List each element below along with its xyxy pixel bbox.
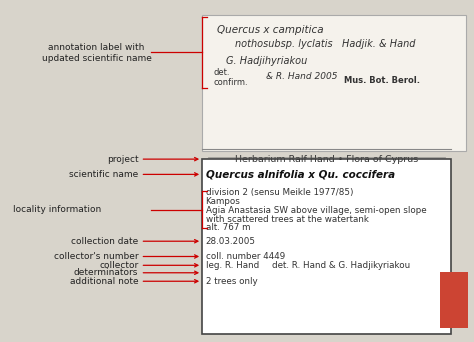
Text: annotation label with
updated scientific name: annotation label with updated scientific… bbox=[42, 43, 151, 63]
Text: coll. number 4449: coll. number 4449 bbox=[206, 252, 285, 261]
Text: determinators: determinators bbox=[74, 268, 138, 277]
Text: 2 trees only: 2 trees only bbox=[206, 277, 257, 286]
Text: additional note: additional note bbox=[70, 277, 138, 286]
Text: Quercus alnifolia x Qu. coccifera: Quercus alnifolia x Qu. coccifera bbox=[206, 169, 395, 180]
Text: det. R. Hand & G. Hadjikyriakou: det. R. Hand & G. Hadjikyriakou bbox=[273, 261, 410, 270]
Text: Mus. Bot. Berol.: Mus. Bot. Berol. bbox=[344, 76, 420, 84]
Text: 28.03.2005: 28.03.2005 bbox=[206, 237, 255, 246]
Text: alt. 767 m: alt. 767 m bbox=[206, 223, 250, 232]
FancyBboxPatch shape bbox=[202, 15, 466, 150]
Text: with scattered trees at the watertank: with scattered trees at the watertank bbox=[206, 215, 368, 224]
Text: collector's number: collector's number bbox=[54, 252, 138, 261]
Text: scientific name: scientific name bbox=[69, 170, 138, 179]
FancyBboxPatch shape bbox=[202, 159, 451, 334]
Text: locality information: locality information bbox=[13, 205, 101, 214]
Text: Kampos: Kampos bbox=[206, 197, 240, 206]
Text: nothosubsp. lyclatis   Hadjik. & Hand: nothosubsp. lyclatis Hadjik. & Hand bbox=[235, 39, 416, 49]
Text: & R. Hand 2005: & R. Hand 2005 bbox=[266, 71, 337, 80]
Text: Quercus x campitica: Quercus x campitica bbox=[218, 25, 324, 35]
Text: det.
confirm.: det. confirm. bbox=[213, 68, 248, 88]
Text: Herbarium Ralf Hand • Flora of Cyprus: Herbarium Ralf Hand • Flora of Cyprus bbox=[235, 155, 418, 163]
Bar bbox=[439, 272, 468, 328]
Text: collector: collector bbox=[99, 261, 138, 270]
Text: collection date: collection date bbox=[71, 237, 138, 246]
Text: leg. R. Hand: leg. R. Hand bbox=[206, 261, 259, 270]
Text: division 2 (sensu Meikle 1977/85): division 2 (sensu Meikle 1977/85) bbox=[206, 188, 353, 197]
Text: G. Hadjihyriakou: G. Hadjihyriakou bbox=[226, 56, 308, 66]
Text: Agia Anastasia SW above village, semi-open slope: Agia Anastasia SW above village, semi-op… bbox=[206, 206, 426, 215]
Text: project: project bbox=[107, 155, 138, 163]
